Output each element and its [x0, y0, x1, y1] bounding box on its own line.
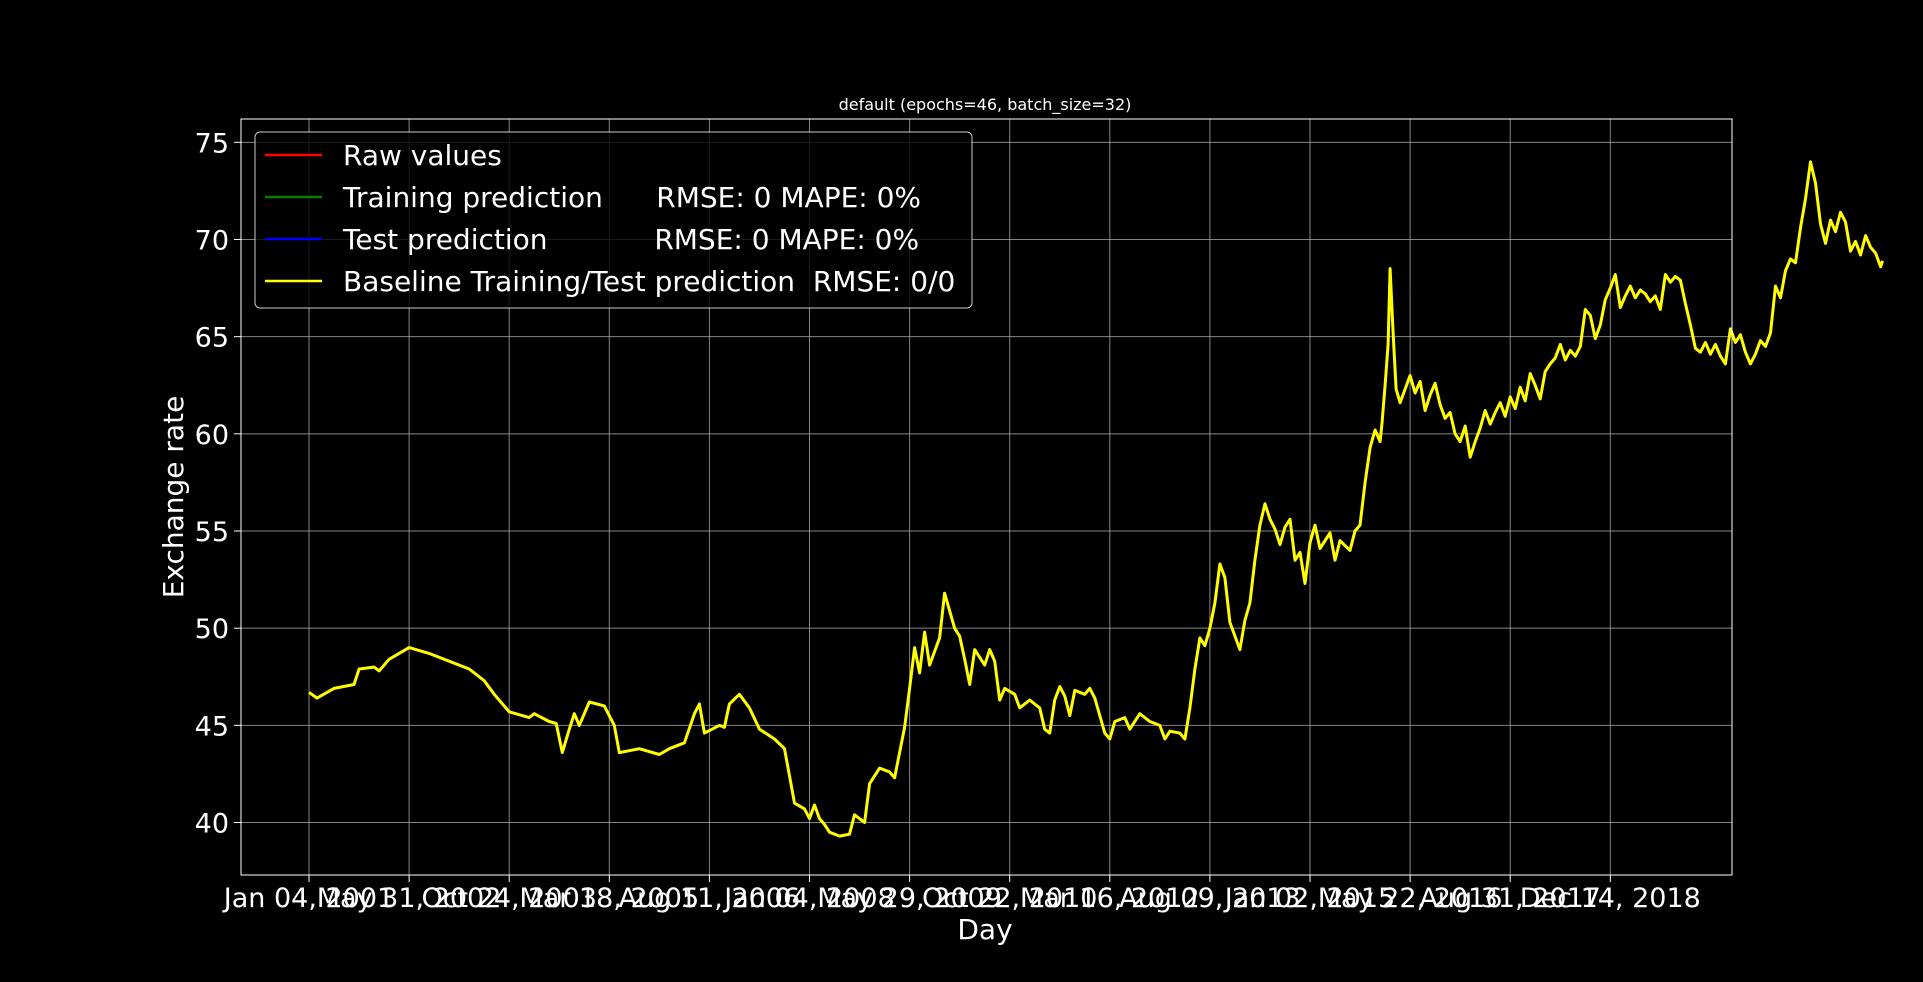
y-tick-label: 45 [195, 711, 229, 742]
x-tick-label: Jan 04, 2008 [722, 883, 894, 914]
y-tick-label: 65 [195, 323, 229, 354]
x-tick-label: Dec 14, 2018 [1520, 883, 1701, 914]
x-tick-label: Aug 09, 2013 [1119, 883, 1301, 914]
legend: Raw values Training prediction RMSE: 0 M… [254, 131, 973, 309]
x-axis-label: Day [957, 913, 1012, 946]
x-tick-label: May 29, 2009 [817, 883, 1002, 914]
y-tick-label: 55 [195, 517, 229, 548]
y-tick-label: 60 [195, 420, 229, 451]
chart-title: default (epochs=46, batch_size=32) [839, 95, 1132, 115]
series-layer [308, 160, 1885, 838]
legend-label-baseline: Baseline Training/Test prediction RMSE: … [343, 265, 955, 298]
x-tick-label: Mar 18, 2005 [519, 883, 699, 914]
x-tick-label: Oct 22, 2010 [922, 883, 1098, 914]
y-tick-label: 70 [195, 225, 229, 256]
x-tick-label: May 22, 2016 [1318, 883, 1503, 914]
y-tick-label: 75 [195, 128, 229, 159]
x-tick-label: May 31, 2002 [317, 883, 502, 914]
series-line-3 [308, 160, 1885, 838]
y-axis-label: Exchange rate [157, 396, 190, 599]
legend-label-raw: Raw values [343, 139, 502, 172]
legend-box [254, 131, 973, 309]
legend-label-test: Test prediction RMSE: 0 MAPE: 0% [342, 223, 919, 256]
x-tick-label: Jan 02, 2015 [1223, 883, 1395, 914]
plot-area-frame [240, 118, 1733, 876]
x-tick-label: Mar 16, 2012 [1020, 883, 1200, 914]
x-tick-label: Aug 31, 2017 [1419, 883, 1601, 914]
y-tick-label: 50 [195, 614, 229, 645]
x-tick-label: Aug 11, 2006 [619, 883, 801, 914]
x-tick-label: Jan 04, 2001 [222, 883, 394, 914]
y-tick-label: 40 [195, 809, 229, 840]
y-axis-ticks: 40 45 50 55 60 65 70 75 [195, 128, 241, 840]
legend-label-training: Training prediction RMSE: 0 MAPE: 0% [342, 181, 921, 214]
x-tick-label: Oct 24, 2003 [421, 883, 597, 914]
